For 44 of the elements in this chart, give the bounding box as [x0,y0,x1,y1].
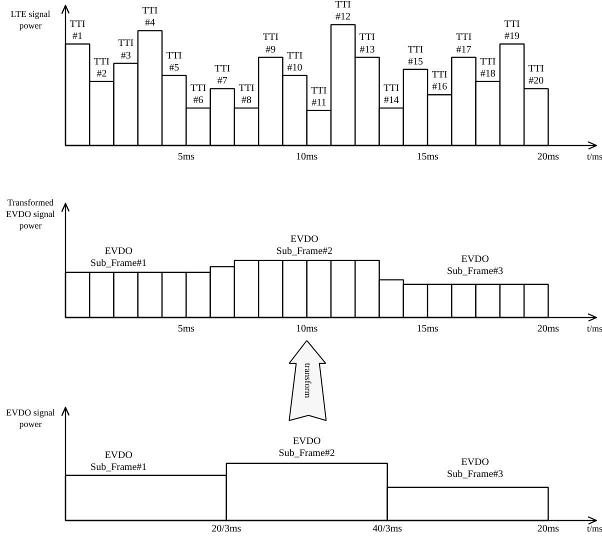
x-axis-title: t/ms [586,524,602,534]
text: 20ms [537,524,560,534]
x-tick-label: 20ms [537,152,560,162]
annotation: TTI #15 [408,44,424,68]
text: 40/3ms [372,524,402,534]
annotation: TTI #17 [456,32,472,56]
y-axis-title: LTE signal power [10,8,51,30]
text: 20/3ms [212,524,242,534]
annotation: TTI #14 [384,82,400,106]
annotation: EVDO Sub_Frame#3 [447,456,504,480]
y-axis-title: EVDO signal power [6,407,56,429]
x-tick-label: 20ms [537,324,560,334]
annotation: TTI #16 [432,70,448,93]
annotation: TTI #7 [214,64,230,87]
text: EVDO Sub_Frame#2 [278,436,335,459]
annotation: TTI #10 [287,50,303,74]
annotation: TTI #20 [528,64,544,87]
x-axis-title: t/ms [586,324,602,334]
x-tick-label: 5ms [178,152,195,162]
annotation: TTI #12 [335,0,351,23]
annotation: EVDO Sub_Frame#1 [90,246,147,270]
annotation: TTI #18 [480,56,496,80]
annotation: TTI #9 [262,32,278,56]
text: transform [303,363,314,398]
annotation: EVDO Sub_Frame#3 [447,254,504,278]
y-axis-title: Transformed EVDO signal power [6,198,56,231]
annotation: TTI #1 [70,18,86,42]
annotation: EVDO Sub_Frame#1 [90,450,147,474]
x-axis-title: t/ms [586,152,602,162]
annotation: TTI #4 [142,6,158,29]
x-tick-label: 10ms [296,152,318,162]
annotation: TTI #2 [94,56,110,80]
annotation: TTI #6 [190,82,206,106]
annotation: TTI #13 [359,32,375,56]
annotation: TTI #3 [118,38,134,62]
x-tick-label: 15ms [416,152,438,162]
annotation: TTI #19 [504,18,520,42]
annotation: TTI #11 [311,85,327,108]
text: EVDO Sub_Frame#2 [276,234,333,258]
x-tick-label: 5ms [178,324,195,334]
x-tick-label: 15ms [416,324,438,334]
x-tick-label: 10ms [296,324,318,334]
annotation: TTI #5 [166,50,182,74]
annotation: TTI #8 [238,82,254,106]
